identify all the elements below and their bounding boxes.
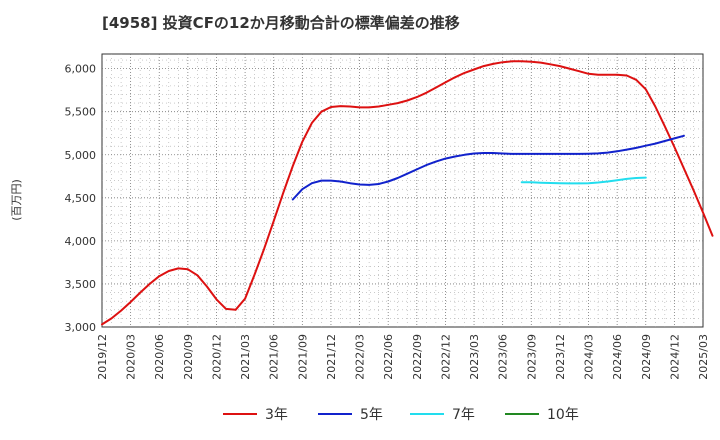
x-tick-label: 2020/09 [182, 334, 195, 380]
x-tick-label: 2024/03 [583, 334, 596, 380]
x-tick-label: 2021/09 [296, 334, 309, 380]
series-line-3年 [101, 60, 714, 326]
x-tick-label: 2020/12 [210, 334, 223, 380]
x-tick-label: 2022/03 [354, 334, 367, 380]
x-tick-label: 2023/06 [497, 334, 510, 380]
y-axis-ticks: 3,000 3,500 4,000 4,500 5,000 5,500 6,000 [65, 63, 97, 334]
x-tick-label: 2021/12 [325, 334, 338, 380]
y-axis-label: (百万円) [10, 179, 23, 221]
y-tick-label: 5,000 [65, 149, 97, 162]
x-tick-label: 2022/06 [382, 334, 395, 380]
x-tick-label: 2024/12 [668, 334, 681, 380]
series-line-5年 [291, 134, 685, 201]
chart-title: [4958] 投資CFの12か月移動合計の標準偏差の推移 [102, 14, 460, 32]
x-tick-label: 2020/06 [153, 334, 166, 380]
x-tick-label: 2019/12 [96, 334, 109, 380]
x-tick-label: 2022/12 [439, 334, 452, 380]
y-tick-label: 3,000 [65, 321, 97, 334]
y-tick-label: 3,500 [65, 278, 97, 291]
x-tick-label: 2021/06 [268, 334, 281, 380]
x-tick-label: 2020/03 [125, 334, 138, 380]
plot-area [101, 53, 704, 328]
x-axis-ticks: 2019/12 2020/03 2020/06 2020/09 2020/12 2021/… [96, 334, 710, 380]
series-line-7年 [520, 176, 647, 185]
legend: 3年 5年 7年 10年 [223, 407, 579, 423]
series-lines [101, 60, 714, 326]
y-tick-label: 6,000 [65, 63, 97, 76]
x-tick-label: 2023/03 [468, 334, 481, 380]
x-tick-label: 2025/03 [697, 334, 710, 380]
y-tick-label: 4,500 [65, 192, 97, 205]
legend-label-5年: 5年 [360, 407, 383, 423]
x-tick-label: 2023/12 [554, 334, 567, 380]
x-tick-label: 2024/09 [640, 334, 653, 380]
x-tick-label: 2021/03 [239, 334, 252, 380]
x-tick-label: 2022/09 [411, 334, 424, 380]
y-tick-label: 5,500 [65, 106, 97, 119]
y-tick-label: 4,000 [65, 235, 97, 248]
legend-label-3年: 3年 [265, 407, 288, 423]
legend-label-10年: 10年 [547, 407, 579, 423]
legend-label-7年: 7年 [452, 407, 475, 423]
x-tick-label: 2023/09 [525, 334, 538, 380]
x-tick-label: 2024/06 [611, 334, 624, 380]
